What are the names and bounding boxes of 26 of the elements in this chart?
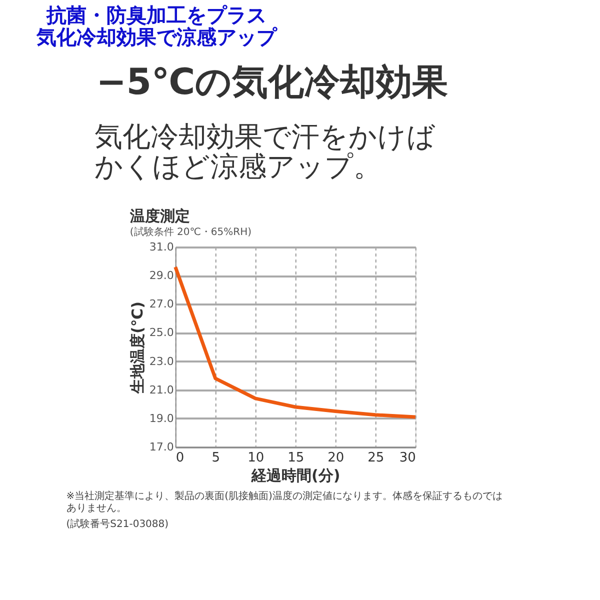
y-axis-title: 生地温度(℃) xyxy=(128,302,146,394)
text: 抗菌・防臭加工をプラス xyxy=(45,3,266,27)
x-tick-label: 5 xyxy=(212,450,220,466)
x-tick-label: 30 xyxy=(399,450,416,466)
y-tick-label: 19.0 xyxy=(149,412,174,425)
y-tick-label: 17.0 xyxy=(149,440,174,454)
text: 気化冷却効果で涼感アップ xyxy=(35,25,278,49)
text: (試験番号S21-03088) xyxy=(66,518,169,530)
line-series xyxy=(174,265,418,419)
x-tick-label: 15 xyxy=(288,450,304,466)
text: ※当社測定基準により、製品の裏面(肌接触面)温度の測定値になります。体感を保証するものではありません。 xyxy=(66,490,502,514)
y-tick-label: 23.0 xyxy=(149,354,174,368)
x-tick-label: 25 xyxy=(368,450,384,466)
x-tick-label: 0 xyxy=(176,450,184,466)
x-axis-title: 経過時間(分) xyxy=(250,466,340,484)
text: 温度測定 xyxy=(128,207,190,225)
y-tick-label: 21.0 xyxy=(149,383,174,396)
x-tick-label: 20 xyxy=(328,450,344,466)
chart-title: −5℃の気化冷却効果 xyxy=(96,62,448,103)
text: (試験条件 20℃・65%RH) xyxy=(130,226,252,238)
y-tick-label: 25.0 xyxy=(149,326,174,340)
y-tick-label: 27.0 xyxy=(149,298,174,311)
y-tick-label: 31.0 xyxy=(149,240,174,254)
x-tick-label: 10 xyxy=(248,450,264,466)
y-tick-label: 29.0 xyxy=(149,269,174,282)
chart-subtitle: 気化冷却効果で汗をかけばかくほど涼感アップ。 xyxy=(94,120,436,183)
